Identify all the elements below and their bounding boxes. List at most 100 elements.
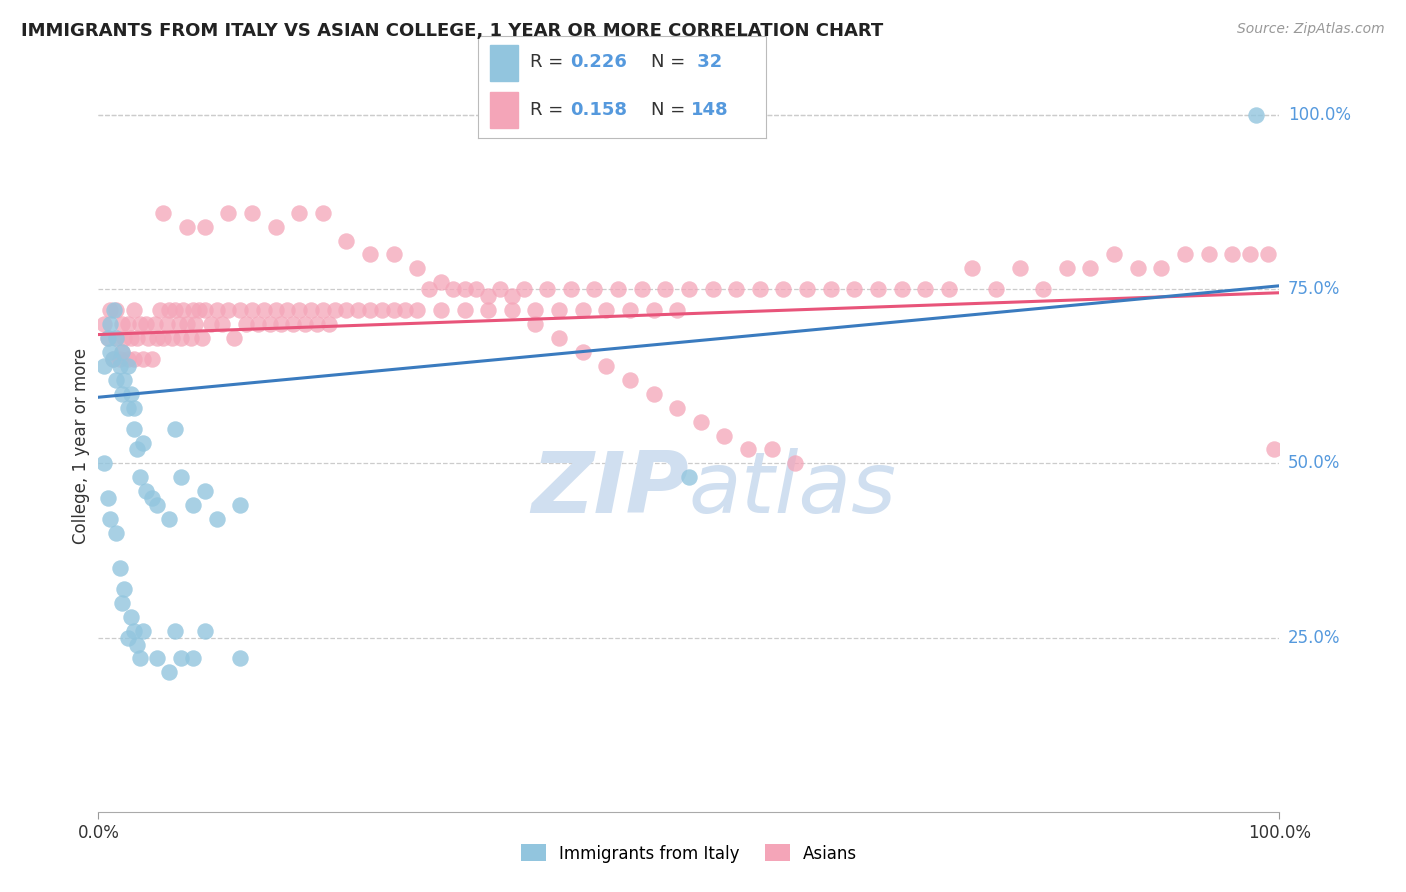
Point [205, 512, 228, 526]
Point [165, 421, 187, 435]
Point [394, 303, 416, 318]
Point [141, 351, 163, 366]
Point [548, 331, 571, 345]
Point [259, 317, 281, 331]
Point [548, 303, 571, 318]
Point [194, 624, 217, 638]
Point [187, 303, 209, 318]
Y-axis label: College, 1 year or more: College, 1 year or more [72, 348, 90, 544]
Point [108, 359, 131, 373]
Point [453, 282, 475, 296]
Text: 148: 148 [692, 101, 728, 119]
Point [748, 282, 770, 296]
Point [1032, 282, 1054, 296]
Point [117, 351, 139, 366]
Point [160, 331, 183, 345]
Point [121, 386, 143, 401]
Point [607, 282, 630, 296]
Point [108, 351, 131, 366]
Point [132, 624, 155, 638]
Point [406, 261, 429, 276]
Point [772, 282, 794, 296]
Point [595, 303, 617, 318]
Point [595, 359, 617, 373]
Point [152, 205, 174, 219]
Point [1239, 247, 1261, 261]
Point [105, 303, 128, 318]
Point [1174, 247, 1197, 261]
Point [112, 582, 135, 596]
Point [165, 303, 187, 318]
Point [430, 303, 453, 318]
Point [149, 303, 172, 318]
Point [128, 470, 150, 484]
Point [117, 401, 139, 415]
Point [643, 303, 665, 318]
Point [1257, 247, 1279, 261]
Point [128, 317, 150, 331]
Point [181, 303, 204, 318]
Point [406, 303, 429, 318]
Point [121, 609, 143, 624]
Point [477, 303, 499, 318]
Point [136, 331, 159, 345]
Point [866, 282, 889, 296]
Point [111, 596, 134, 610]
Point [501, 289, 523, 303]
Point [571, 303, 593, 318]
Point [283, 317, 305, 331]
Point [890, 282, 912, 296]
Point [141, 491, 163, 506]
Point [191, 331, 214, 345]
Point [93, 359, 115, 373]
Point [101, 351, 124, 366]
Text: 50.0%: 50.0% [1288, 454, 1340, 473]
Point [217, 205, 239, 219]
Text: atlas: atlas [689, 449, 897, 532]
Point [194, 303, 217, 318]
Point [512, 282, 534, 296]
Point [1150, 261, 1173, 276]
Point [170, 331, 193, 345]
Point [181, 498, 204, 512]
Point [117, 631, 139, 645]
Point [97, 331, 120, 345]
Point [288, 205, 311, 219]
Point [382, 247, 405, 261]
Point [176, 317, 198, 331]
Point [702, 282, 724, 296]
Point [122, 401, 145, 415]
Text: 0.158: 0.158 [571, 101, 627, 119]
Point [359, 303, 381, 318]
Point [112, 373, 135, 387]
Point [132, 435, 155, 450]
Point [132, 351, 155, 366]
Point [111, 345, 134, 359]
Point [453, 303, 475, 318]
Point [984, 282, 1007, 296]
Point [371, 303, 394, 318]
Point [246, 317, 269, 331]
Point [143, 317, 166, 331]
Point [630, 282, 652, 296]
Point [477, 289, 499, 303]
Point [194, 484, 217, 499]
Point [127, 331, 149, 345]
Point [725, 282, 748, 296]
Point [288, 303, 311, 318]
Point [270, 317, 292, 331]
Point [441, 282, 464, 296]
Point [654, 282, 676, 296]
Point [181, 651, 204, 665]
Text: R =: R = [530, 53, 569, 70]
Point [229, 651, 252, 665]
Legend: Immigrants from Italy, Asians: Immigrants from Italy, Asians [515, 838, 863, 869]
Point [689, 415, 711, 429]
Point [666, 401, 689, 415]
Point [1263, 442, 1285, 457]
Point [1008, 261, 1031, 276]
Point [294, 317, 316, 331]
Point [98, 345, 121, 359]
Point [323, 303, 346, 318]
Point [105, 331, 128, 345]
